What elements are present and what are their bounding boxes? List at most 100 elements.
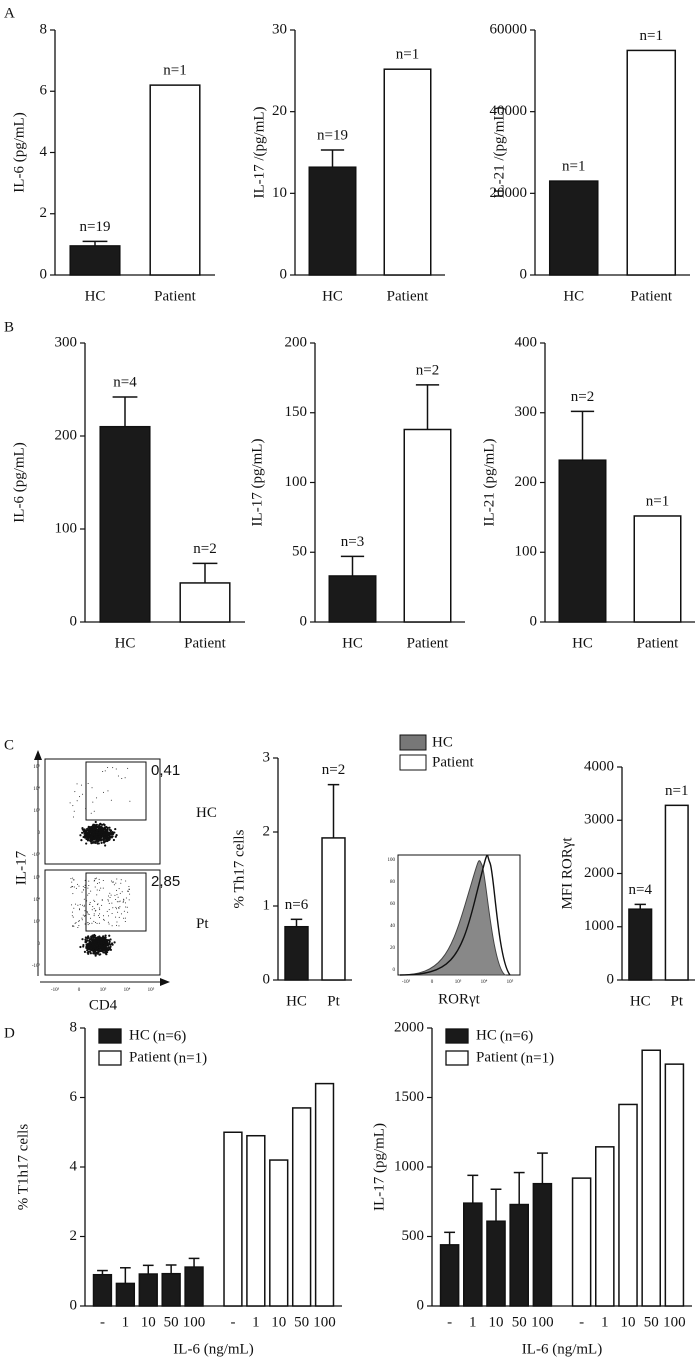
dot (81, 938, 84, 941)
dot (87, 887, 89, 889)
dot (86, 937, 89, 940)
dot (78, 885, 80, 887)
dot (116, 921, 118, 923)
dot (102, 791, 104, 793)
dot (110, 836, 114, 839)
y-axis-label: MFI RORγt (559, 837, 575, 910)
legend-n: (n=6) (153, 1028, 186, 1044)
y-tick-label: 6 (70, 1089, 78, 1105)
legend-label: Patient (476, 1049, 518, 1065)
dot (127, 767, 129, 769)
dot (98, 922, 100, 924)
error-bar (320, 149, 345, 168)
dot (125, 880, 127, 882)
x-tick-label: 10⁴ (481, 979, 488, 985)
dot (73, 925, 75, 927)
dot (112, 767, 114, 769)
dot (113, 831, 116, 834)
dot (93, 908, 95, 910)
bar (618, 1103, 638, 1307)
dot (128, 899, 130, 901)
dot (91, 787, 93, 789)
y-axis-label: % T1h17 cells (15, 1124, 31, 1211)
dot (125, 906, 127, 908)
x-tick-label: HC (572, 635, 593, 651)
dot (89, 947, 93, 950)
dot (82, 835, 85, 839)
dot (88, 943, 92, 946)
dot (74, 922, 76, 924)
y-tick-label: 3 (263, 749, 271, 765)
dot (98, 835, 101, 838)
dot (95, 829, 99, 832)
x-tick-label: 100 (313, 1314, 336, 1330)
dot (107, 921, 109, 923)
dot (118, 916, 120, 918)
x-axis-label: CD4 (89, 997, 118, 1013)
dot (86, 839, 90, 842)
dot (111, 902, 113, 904)
dot (94, 943, 97, 946)
error-bar (82, 240, 108, 246)
dot (117, 911, 119, 913)
y-tick-label: 2 (70, 1228, 78, 1244)
y-tick-label: 0 (40, 266, 48, 282)
dot (105, 939, 109, 942)
dot (84, 832, 87, 835)
value-label: n=3 (341, 534, 364, 550)
dot (72, 893, 74, 895)
dot (86, 951, 89, 954)
dot (84, 938, 87, 941)
x-tick-label: HC (286, 993, 307, 1009)
bar (115, 1282, 136, 1307)
dot (101, 946, 104, 949)
dot (82, 914, 84, 916)
dot (118, 907, 120, 909)
dot (83, 898, 85, 900)
y-tick-label: 0 (38, 831, 41, 836)
dot (105, 839, 109, 842)
bar (149, 84, 201, 276)
x-tick-label: - (230, 1314, 235, 1330)
y-tick-label: 0 (280, 266, 288, 282)
histogram-hc (399, 860, 507, 976)
dot (103, 949, 106, 952)
dot (72, 886, 74, 888)
dot (101, 830, 104, 834)
bar (328, 575, 377, 623)
x-tick-label: Patient (407, 635, 449, 651)
dot (119, 906, 121, 908)
dot (123, 898, 125, 900)
y-tick-label: -10³ (32, 852, 41, 858)
dot (91, 943, 95, 946)
y-tick-label: 10 (272, 185, 287, 201)
dot (95, 832, 98, 836)
dot (76, 783, 78, 785)
dot (100, 887, 102, 889)
dot (115, 899, 117, 901)
y-tick-label: 8 (70, 1019, 78, 1035)
dot (107, 790, 109, 792)
dot (90, 812, 92, 814)
dot (128, 890, 130, 892)
x-tick-label: 50 (512, 1314, 527, 1330)
y-tick-label: 2000 (394, 1019, 424, 1035)
error-bar (570, 410, 595, 461)
dot (84, 910, 86, 912)
dot (101, 826, 104, 829)
x-tick-label: 100 (531, 1314, 554, 1330)
y-tick-label: 200 (515, 474, 538, 490)
bar (308, 166, 357, 276)
histogram-pt (399, 854, 511, 976)
dot (112, 838, 116, 842)
dot (71, 911, 73, 913)
dot (81, 784, 83, 786)
bar (463, 1202, 483, 1307)
y-tick-label: 10³ (34, 919, 41, 925)
value-label: n=4 (629, 882, 653, 898)
error-bar (188, 1257, 200, 1268)
dot (96, 842, 99, 845)
legend-label: Patient (432, 754, 474, 770)
error-bar (119, 1267, 131, 1284)
dot (73, 907, 75, 909)
